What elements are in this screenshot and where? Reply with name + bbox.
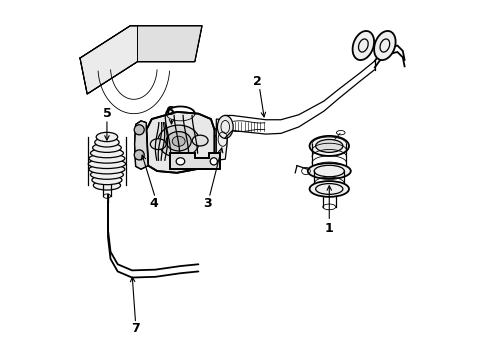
Ellipse shape xyxy=(310,136,349,156)
Ellipse shape xyxy=(172,136,185,146)
Ellipse shape xyxy=(192,135,208,146)
Polygon shape xyxy=(137,26,202,62)
Ellipse shape xyxy=(166,132,191,151)
Polygon shape xyxy=(147,112,215,173)
Ellipse shape xyxy=(134,150,144,160)
Polygon shape xyxy=(80,26,202,94)
Ellipse shape xyxy=(316,139,343,152)
Ellipse shape xyxy=(93,181,121,190)
Text: 2: 2 xyxy=(253,75,262,88)
Ellipse shape xyxy=(134,125,144,135)
Text: 4: 4 xyxy=(149,197,158,210)
Ellipse shape xyxy=(310,181,349,197)
Ellipse shape xyxy=(96,132,118,141)
Text: 7: 7 xyxy=(131,322,140,335)
Polygon shape xyxy=(80,26,137,94)
Ellipse shape xyxy=(88,159,125,168)
Ellipse shape xyxy=(353,31,374,60)
Polygon shape xyxy=(135,121,148,169)
Polygon shape xyxy=(216,119,227,160)
Ellipse shape xyxy=(95,138,119,147)
Text: 1: 1 xyxy=(325,222,334,235)
Ellipse shape xyxy=(92,175,122,185)
Ellipse shape xyxy=(176,158,185,165)
Ellipse shape xyxy=(374,31,395,60)
Text: 5: 5 xyxy=(102,107,111,120)
Text: 3: 3 xyxy=(203,197,212,210)
Ellipse shape xyxy=(91,170,123,179)
Polygon shape xyxy=(170,153,220,169)
Ellipse shape xyxy=(210,158,218,165)
Ellipse shape xyxy=(218,116,233,138)
Text: 6: 6 xyxy=(166,105,174,118)
Ellipse shape xyxy=(91,148,123,158)
Ellipse shape xyxy=(308,163,351,179)
Ellipse shape xyxy=(158,125,199,157)
Ellipse shape xyxy=(150,139,166,149)
Ellipse shape xyxy=(89,154,125,163)
Ellipse shape xyxy=(89,165,125,174)
Ellipse shape xyxy=(93,143,122,152)
